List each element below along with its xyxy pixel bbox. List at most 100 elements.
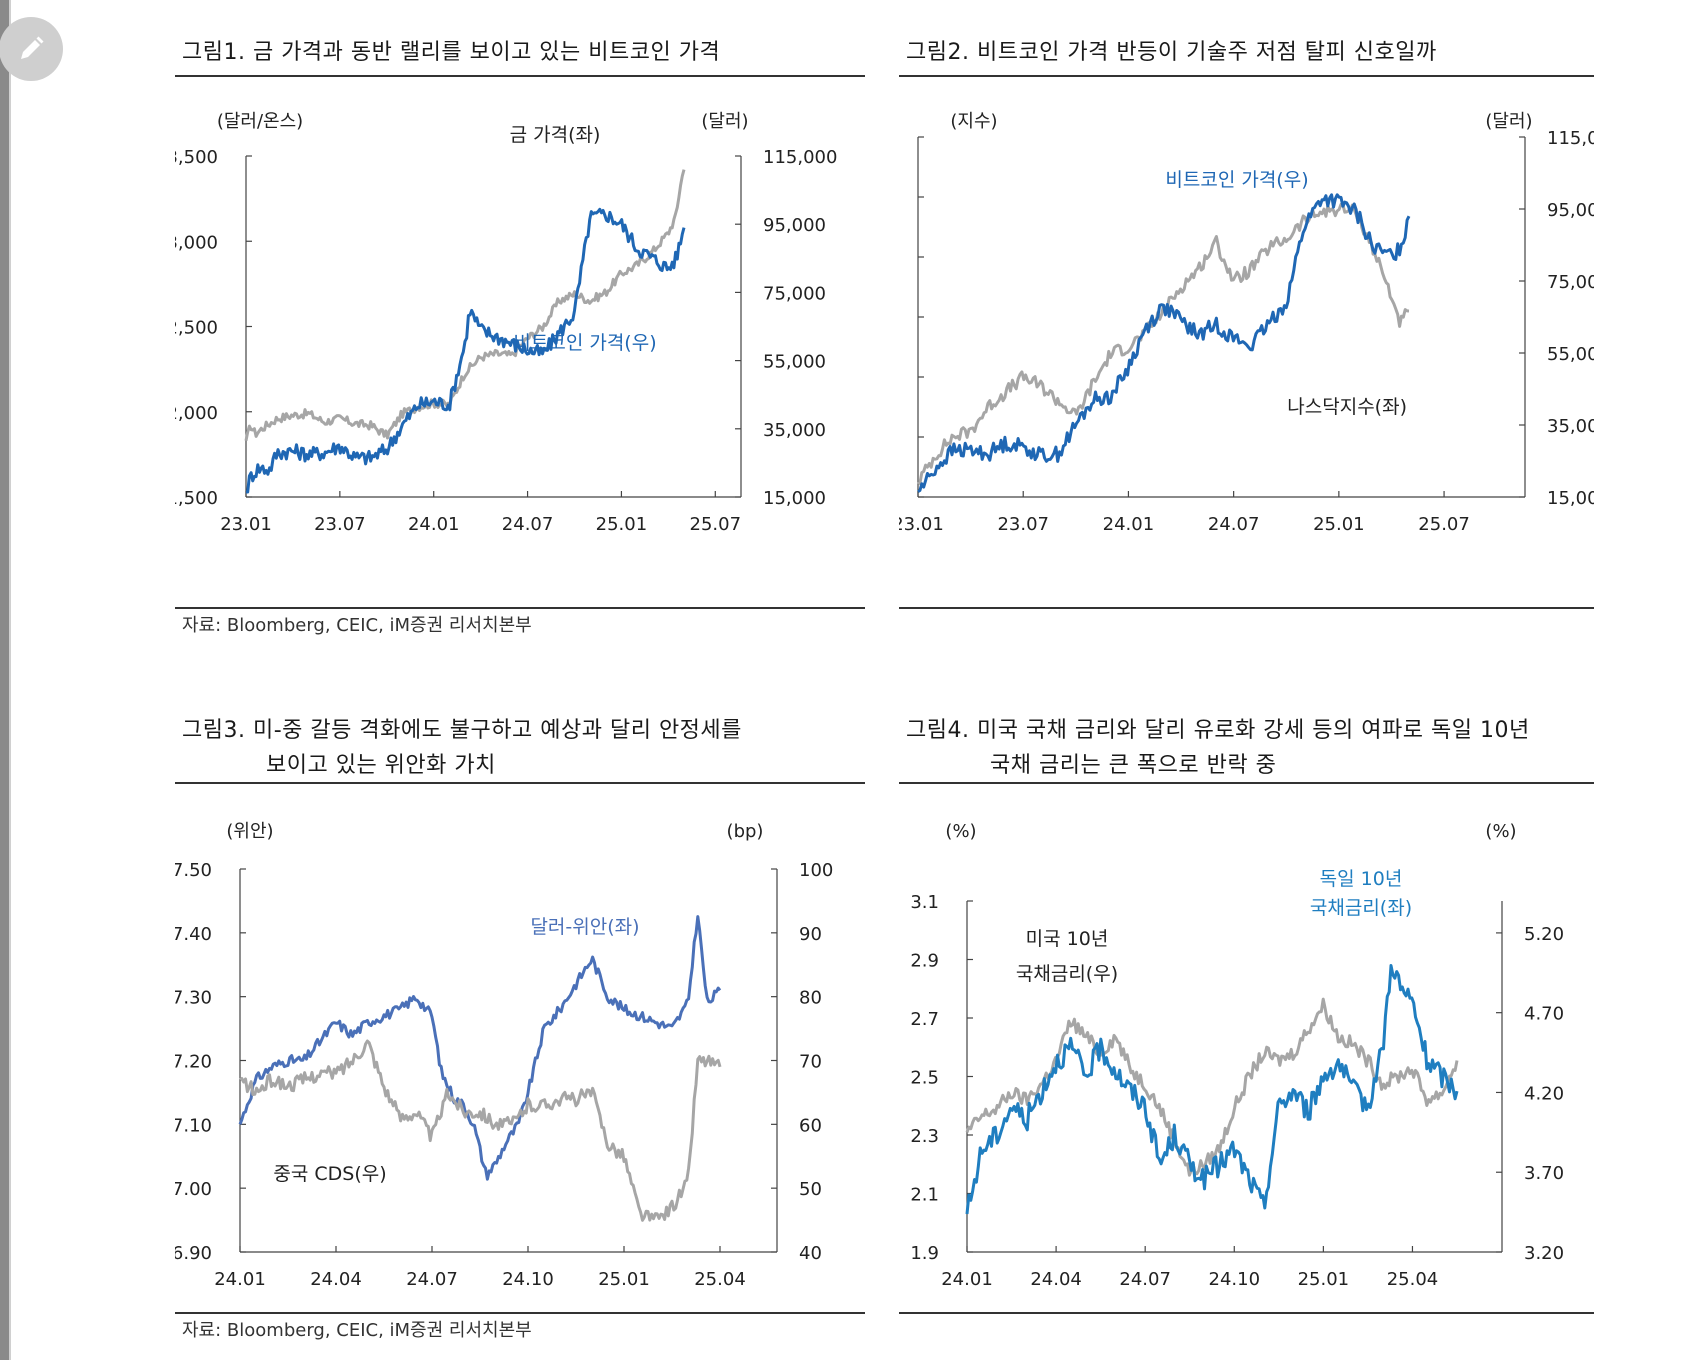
left-unit-label: (위안) (226, 821, 273, 842)
series-line-0 (917, 202, 1410, 485)
figure-1-title: 그림1. 금 가격과 동반 랠리를 보이고 있는 비트코인 가격 (182, 40, 721, 65)
left-tick-label: 7.50 (175, 860, 212, 881)
x-tick-label: 24.04 (1030, 1269, 1082, 1290)
left-tick-label: 3,500 (175, 147, 218, 168)
figure-3-title-line-2: 보이고 있는 위안화 가치 (266, 753, 496, 778)
series-annotation: 국채금리(우) (1016, 963, 1118, 985)
chart-usdcny-cds: 6.90 7.00 7.10 7.20 7.30 7.40 7.50 40 50 60 70 80 90… (175, 821, 833, 1290)
right-unit-label: (달러) (1485, 111, 1532, 132)
left-tick-label: 1.9 (910, 1243, 939, 1264)
chart-2-axes: 6.90 7.00 7.10 7.20 7.30 7.40 7.50 40 50 60 70 80 90… (175, 821, 833, 1290)
x-tick-label: 24.10 (502, 1269, 554, 1290)
left-tick-label: 7.00 (175, 1179, 212, 1200)
left-tick-label: 2,000 (175, 403, 218, 424)
edit-button[interactable] (0, 17, 63, 81)
left-tick-label: 3,000 (175, 232, 218, 253)
chart-gold-bitcoin: 1,500 2,000 2,500 3,000 3,500 15,000 35,000 55,… (175, 111, 837, 535)
right-tick-label: 4.70 (1524, 1004, 1564, 1025)
right-tick-label: 35,000 (1547, 416, 1594, 437)
right-tick-label: 4.20 (1524, 1083, 1564, 1104)
figure-2-title: 그림2. 비트코인 가격 반등이 기술주 저점 탈피 신호일까 (906, 40, 1437, 65)
right-tick-label: 3.70 (1524, 1163, 1564, 1184)
series-annotation: 비트코인 가격(우) (513, 332, 656, 354)
x-tick-label: 25.01 (596, 514, 648, 535)
figure-2-bottom-rule (899, 607, 1594, 609)
x-tick-label: 25.04 (694, 1269, 746, 1290)
left-tick-label: 2.9 (910, 951, 939, 972)
left-window-edge (0, 0, 9, 1360)
chart-us-german-yields: 1.9 2.1 2.3 2.5 2.7 2.9 3.1 3.20 3.70 4.20 4.70 5.2… (910, 821, 1564, 1290)
figure-2-title-rule (899, 75, 1594, 77)
right-tick-label: 55,000 (763, 352, 826, 373)
figure-4-title-line-2: 국채 금리는 큰 폭으로 반락 중 (990, 753, 1277, 778)
right-tick-label: 55,000 (1547, 344, 1594, 365)
right-tick-label: 50 (799, 1179, 822, 1200)
left-tick-label: 2.3 (910, 1126, 939, 1147)
series-annotation: 비트코인 가격(우) (1165, 169, 1308, 191)
series-annotation: 나스닥지수(좌) (1287, 396, 1407, 418)
left-tick-label: 7.30 (175, 988, 212, 1009)
figure-4-title-line-1: 그림4. 미국 국채 금리와 달리 유로화 강세 등의 여파로 독일 10년 (906, 718, 1530, 743)
series-annotation: 독일 10년 (1320, 868, 1403, 890)
right-tick-label: 70 (799, 1052, 822, 1073)
chart-bitcoin-nasdaq: 10,00012,00014,00016,00018,00020,00022,0… (899, 111, 1594, 535)
left-tick-label: 2,500 (175, 318, 218, 339)
series-annotation: 중국 CDS(우) (273, 1163, 386, 1185)
series-annotation: 달러-위안(좌) (530, 916, 639, 938)
x-tick-label: 24.01 (408, 514, 460, 535)
left-tick-label: 2.1 (910, 1185, 939, 1206)
x-tick-label: 25.07 (1418, 514, 1470, 535)
right-tick-label: 80 (799, 988, 822, 1009)
chart-3-axes: 1.9 2.1 2.3 2.5 2.7 2.9 3.1 3.20 3.70 4.20 4.70 5.2… (910, 821, 1564, 1290)
left-tick-label: 7.20 (175, 1052, 212, 1073)
source-note-top: 자료: Bloomberg, CEIC, iM증권 리서치본부 (182, 615, 532, 636)
series-line-1 (917, 193, 1411, 493)
right-tick-label: 5.20 (1524, 924, 1564, 945)
left-window-edge-highlight (9, 0, 11, 1360)
right-tick-label: 90 (799, 924, 822, 945)
x-tick-label: 24.07 (1119, 1269, 1171, 1290)
right-tick-label: 95,000 (1547, 200, 1594, 221)
x-tick-label: 23.01 (899, 514, 944, 535)
x-tick-label: 24.10 (1209, 1269, 1261, 1290)
series-annotation: 금 가격(좌) (510, 124, 601, 146)
x-tick-label: 23.01 (220, 514, 272, 535)
right-unit-label: (달러) (701, 111, 748, 132)
series-line-0 (244, 169, 686, 441)
figure-1-title-rule (175, 75, 865, 77)
figure-3-title-rule (175, 782, 865, 784)
left-tick-label: 2.7 (910, 1009, 939, 1030)
x-tick-label: 24.07 (406, 1269, 458, 1290)
x-tick-label: 25.01 (1313, 514, 1365, 535)
x-tick-label: 25.07 (690, 514, 742, 535)
left-tick-label: 3.1 (910, 892, 939, 913)
right-tick-label: 75,000 (1547, 272, 1594, 293)
right-unit-label: (%) (1485, 821, 1516, 842)
left-tick-label: 7.40 (175, 924, 212, 945)
left-unit-label: (달러/온스) (217, 111, 303, 132)
figure-1-bottom-rule (175, 607, 865, 609)
figure-4-bottom-rule (899, 1312, 1594, 1314)
chart-0-axes: 1,500 2,000 2,500 3,000 3,500 15,000 35,000 55,… (175, 111, 837, 535)
series-line-1 (965, 964, 1459, 1215)
x-tick-label: 24.04 (310, 1269, 362, 1290)
series-annotation: 미국 10년 (1026, 928, 1109, 950)
x-tick-label: 24.07 (502, 514, 554, 535)
right-tick-label: 3.20 (1524, 1243, 1564, 1264)
figure-4-title-rule (899, 782, 1594, 784)
figure-3-title-line-1: 그림3. 미-중 갈등 격화에도 불구하고 예상과 달리 안정세를 (182, 718, 742, 743)
left-tick-label: 1,500 (175, 488, 218, 509)
x-tick-label: 24.01 (941, 1269, 993, 1290)
x-tick-label: 23.07 (314, 514, 366, 535)
x-tick-label: 25.04 (1387, 1269, 1439, 1290)
right-tick-label: 75,000 (763, 283, 826, 304)
right-tick-label: 60 (799, 1115, 822, 1136)
right-tick-label: 15,000 (763, 488, 826, 509)
right-tick-label: 15,000 (1547, 488, 1594, 509)
series-line-0 (238, 915, 722, 1181)
x-tick-label: 25.01 (598, 1269, 650, 1290)
series-line-1 (245, 207, 686, 494)
chart-1-axes: 10,00012,00014,00016,00018,00020,00022,0… (899, 111, 1594, 535)
right-unit-label: (bp) (727, 821, 764, 842)
left-tick-label: 2.5 (910, 1068, 939, 1089)
